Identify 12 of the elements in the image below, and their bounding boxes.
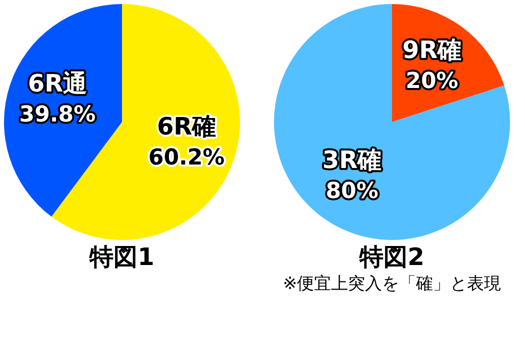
text: 特図1 <box>88 243 154 271</box>
slice-label: 6R通 <box>28 70 88 98</box>
slice-label: 3R確 <box>322 146 382 174</box>
pie-slice <box>274 4 510 240</box>
slice-label: 9R確 <box>402 36 462 64</box>
text: 特図2 <box>358 243 424 271</box>
data-label: 39.8% <box>19 102 96 128</box>
data-label: 20% <box>406 68 458 94</box>
data-label: 60.2% <box>148 145 225 170</box>
text: ※便宜上突入を「確」と表現 <box>282 274 502 294</box>
slice-label: 6R確 <box>156 112 216 140</box>
data-label: 80% <box>326 179 378 204</box>
